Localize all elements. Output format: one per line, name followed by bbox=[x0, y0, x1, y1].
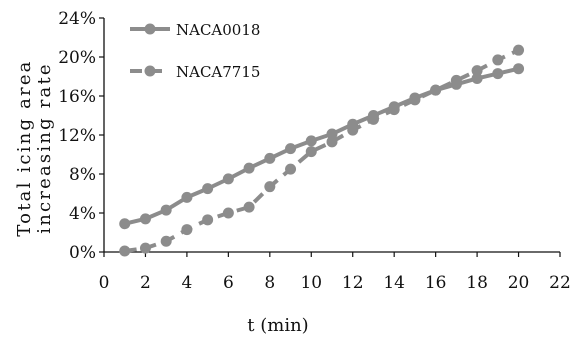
x-tick-label: 4 bbox=[181, 273, 192, 293]
data-point bbox=[222, 173, 234, 185]
x-tick-label: 22 bbox=[549, 273, 571, 293]
data-point bbox=[326, 128, 338, 140]
y-tick-label: 12% bbox=[58, 126, 96, 146]
data-point bbox=[285, 163, 297, 175]
data-point bbox=[119, 218, 131, 230]
data-point bbox=[492, 54, 504, 66]
series-naca7715 bbox=[119, 44, 525, 257]
legend-label: NACA0018 bbox=[176, 21, 260, 39]
legend-label: NACA7715 bbox=[176, 63, 260, 81]
legend-swatch-marker bbox=[144, 65, 156, 77]
data-point bbox=[305, 135, 317, 147]
y-tick-label: 20% bbox=[58, 48, 96, 68]
x-tick-label: 20 bbox=[508, 273, 530, 293]
x-tick-label: 8 bbox=[264, 273, 275, 293]
data-point bbox=[388, 104, 400, 116]
x-tick-label: 18 bbox=[466, 273, 488, 293]
data-point bbox=[430, 84, 442, 96]
data-point bbox=[285, 143, 297, 155]
y-tick-label: 16% bbox=[58, 87, 96, 107]
y-tick-label: 4% bbox=[69, 204, 96, 224]
series-layer bbox=[119, 44, 525, 257]
data-point bbox=[160, 235, 172, 247]
data-point bbox=[181, 224, 193, 236]
data-point bbox=[222, 207, 234, 219]
data-point bbox=[492, 68, 504, 80]
data-point bbox=[264, 152, 276, 164]
x-tick-label: 0 bbox=[99, 273, 110, 293]
data-point bbox=[119, 245, 131, 257]
legend-swatch-marker bbox=[144, 23, 156, 35]
data-point bbox=[264, 181, 276, 193]
data-point bbox=[513, 63, 525, 75]
x-tick-label: 16 bbox=[425, 273, 447, 293]
legend: NACA0018 NACA7715 bbox=[130, 21, 260, 81]
x-axis-label: t (min) bbox=[247, 315, 308, 336]
data-point bbox=[243, 201, 255, 213]
data-point bbox=[450, 74, 462, 86]
data-point bbox=[139, 242, 151, 254]
x-axis-ticks: 0 2 4 6 8 10 12 14 16 18 20 22 bbox=[99, 252, 571, 293]
data-point bbox=[471, 72, 483, 84]
data-point bbox=[326, 136, 338, 148]
data-point bbox=[202, 183, 214, 195]
y-tick-label: 8% bbox=[69, 165, 96, 185]
data-point bbox=[305, 146, 317, 158]
data-point bbox=[139, 213, 151, 225]
y-axis-label-line-1: Total icing area bbox=[14, 59, 35, 236]
x-tick-label: 6 bbox=[223, 273, 234, 293]
data-point bbox=[513, 44, 525, 56]
x-tick-label: 2 bbox=[140, 273, 151, 293]
data-point bbox=[202, 214, 214, 226]
x-tick-label: 14 bbox=[383, 273, 405, 293]
y-axis-label-line-2: increasing rate bbox=[34, 62, 55, 233]
data-point bbox=[160, 204, 172, 216]
x-tick-label: 10 bbox=[300, 273, 322, 293]
y-tick-label: 0% bbox=[69, 243, 96, 263]
x-tick-label: 12 bbox=[342, 273, 364, 293]
data-point bbox=[243, 162, 255, 174]
data-point bbox=[471, 65, 483, 77]
data-point bbox=[409, 94, 421, 106]
y-tick-label: 24% bbox=[58, 9, 96, 29]
y-axis-ticks: 0% 4% 8% 12% 16% 20% 24% bbox=[58, 9, 104, 263]
axes bbox=[103, 18, 560, 253]
data-point bbox=[367, 113, 379, 125]
data-point bbox=[347, 124, 359, 136]
data-point bbox=[181, 191, 193, 203]
